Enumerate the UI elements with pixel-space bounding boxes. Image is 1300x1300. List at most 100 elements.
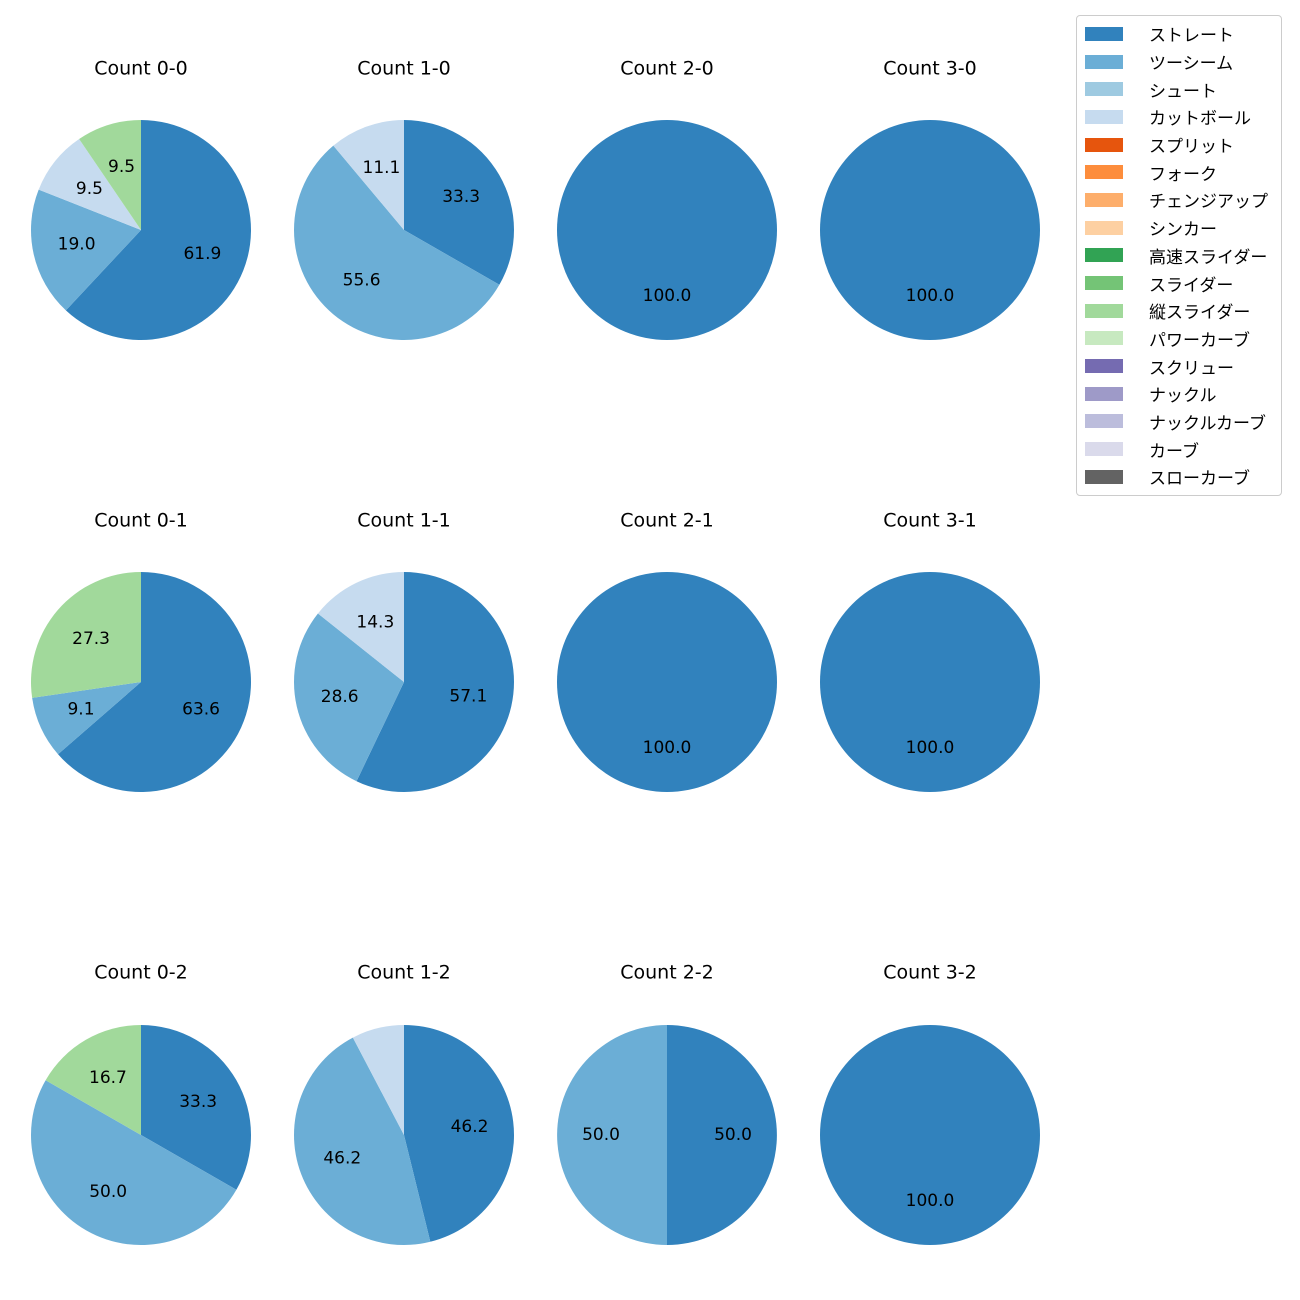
pie-label-count-2-2-1: 50.0 (582, 1125, 620, 1145)
pie-label-count-0-0-2: 9.5 (76, 179, 103, 199)
legend-label: スクリュー (1149, 358, 1234, 379)
legend-item: スプリット (1077, 131, 1281, 159)
pie-label-count-1-0-0: 33.3 (442, 187, 480, 207)
legend-label: シュート (1149, 81, 1217, 102)
legend-item: ストレート (1077, 20, 1281, 48)
legend-label: チェンジアップ (1149, 192, 1268, 213)
pie-label-count-1-2-0: 46.2 (451, 1117, 489, 1137)
legend-label: スライダー (1149, 275, 1234, 296)
legend-item: チェンジアップ (1077, 186, 1281, 214)
legend-swatch (1085, 82, 1123, 97)
pie-label-count-1-1-1: 28.6 (321, 687, 359, 707)
pie-label-count-2-2-0: 50.0 (714, 1125, 752, 1145)
pie-slice-count-2-2-0 (667, 1025, 777, 1245)
pie-slice-count-3-0-0 (820, 120, 1040, 340)
legend-swatch (1085, 137, 1123, 152)
pie-slice-count-0-1-2 (30, 572, 141, 698)
pie-label-count-0-1-0: 63.6 (182, 699, 220, 719)
pie-count-1-2: Count 1-2 46.2 46.2 (294, 962, 514, 1245)
pie-label-count-0-2-2: 16.7 (89, 1068, 127, 1088)
pie-count-3-0: Count 3-0 100.0 (820, 58, 1040, 340)
pie-label-count-1-0-2: 11.1 (363, 158, 401, 178)
legend-item: シュート (1077, 75, 1281, 103)
pie-slice-count-3-1-0 (820, 572, 1040, 792)
pie-label-count-0-1-2: 27.3 (72, 629, 110, 649)
pie-slice-count-1-0-1 (293, 145, 500, 341)
pie-title-count-3-2: Count 3-2 (883, 962, 977, 984)
legend-swatch (1085, 359, 1123, 374)
legend-swatch (1085, 331, 1123, 346)
legend-label: パワーカーブ (1149, 330, 1250, 351)
legend-item: カットボール (1077, 103, 1281, 131)
pie-slice-count-2-0-0 (557, 120, 777, 340)
legend-label: スローカーブ (1149, 469, 1250, 490)
pie-title-count-0-2: Count 0-2 (94, 962, 188, 984)
legend-swatch (1085, 414, 1123, 429)
legend-swatch (1085, 276, 1123, 291)
pie-count-3-1: Count 3-1 100.0 (820, 510, 1040, 792)
legend-item: 高速スライダー (1077, 242, 1281, 270)
legend-item: ナックル (1077, 380, 1281, 408)
pie-count-0-0: Count 0-0 61.9 19.0 9.59.5 (31, 58, 251, 340)
pie-slice-count-1-0-2 (333, 120, 404, 230)
legend-swatch (1085, 109, 1123, 124)
legend-swatch (1085, 386, 1123, 401)
pie-slice-count-2-2-1 (557, 1025, 667, 1245)
pie-count-0-2: Count 0-2 33.3 50.0 16.7 (30, 962, 251, 1245)
pie-count-1-0: Count 1-0 33.3 55.6 11.1 (293, 58, 514, 341)
pie-label-count-1-2-1: 46.2 (323, 1148, 361, 1168)
pie-title-count-2-1: Count 2-1 (620, 510, 714, 532)
pie-title-count-1-0: Count 1-0 (357, 58, 451, 80)
legend-item: パワーカーブ (1077, 325, 1281, 353)
legend-item: フォーク (1077, 158, 1281, 186)
pie-title-count-1-1: Count 1-1 (357, 510, 451, 532)
pie-title-count-2-2: Count 2-2 (620, 962, 714, 984)
pie-slice-count-1-0-0 (404, 120, 514, 285)
legend-swatch (1085, 303, 1123, 318)
legend-swatch (1085, 469, 1123, 484)
legend-label: ナックル (1149, 386, 1217, 407)
pie-label-count-2-1-0: 100.0 (643, 738, 692, 758)
pie-count-2-0: Count 2-0 100.0 (557, 58, 777, 340)
pie-title-count-0-0: Count 0-0 (94, 58, 188, 80)
pie-slice-count-0-2-2 (45, 1025, 141, 1135)
pie-label-count-1-0-1: 55.6 (343, 271, 381, 291)
legend-item: スローカーブ (1077, 463, 1281, 491)
legend-label: ナックルカーブ (1149, 413, 1266, 434)
pie-label-count-0-1-1: 9.1 (67, 700, 94, 720)
pie-slice-count-3-2-0 (820, 1025, 1040, 1245)
pie-slice-count-0-1-0 (58, 572, 251, 792)
pie-label-count-0-0-1: 19.0 (58, 235, 96, 255)
legend-item: ツーシーム (1077, 48, 1281, 76)
legend-label: フォーク (1149, 164, 1217, 185)
pie-label-count-2-0-0: 100.0 (643, 286, 692, 306)
pie-slice-count-0-0-0 (65, 120, 251, 340)
legend-item: 縦スライダー (1077, 297, 1281, 325)
pie-label-count-3-0-0: 100.0 (906, 286, 955, 306)
legend-swatch (1085, 220, 1123, 235)
pie-count-3-2: Count 3-2 100.0 (820, 962, 1040, 1245)
pie-count-1-1: Count 1-1 57.1 28.6 14.3 (293, 510, 514, 792)
legend-label: 高速スライダー (1149, 247, 1268, 268)
pie-count-2-2: Count 2-2 50.0 50.0 (557, 962, 777, 1245)
pie-slice-count-0-0-3 (79, 120, 141, 230)
legend-item: シンカー (1077, 214, 1281, 242)
legend-swatch (1085, 442, 1123, 457)
pie-slice-count-0-2-0 (141, 1025, 251, 1190)
pie-title-count-1-2: Count 1-2 (357, 962, 451, 984)
pie-slice-count-1-1-0 (356, 572, 514, 792)
pie-label-count-1-1-0: 57.1 (449, 687, 487, 707)
legend-item: ナックルカーブ (1077, 408, 1281, 436)
legend-item: スライダー (1077, 269, 1281, 297)
legend-label: スプリット (1149, 137, 1234, 158)
pie-label-count-0-2-1: 50.0 (89, 1182, 127, 1202)
pie-title-count-3-0: Count 3-0 (883, 58, 977, 80)
pie-slice-count-0-1-1 (32, 682, 142, 755)
pie-label-count-3-2-0: 100.0 (906, 1191, 955, 1211)
pie-title-count-3-1: Count 3-1 (883, 510, 977, 532)
legend-swatch (1085, 248, 1123, 263)
legend-label: ストレート (1149, 26, 1234, 47)
legend-swatch (1085, 192, 1123, 207)
pie-slice-count-1-2-0 (404, 1025, 514, 1242)
